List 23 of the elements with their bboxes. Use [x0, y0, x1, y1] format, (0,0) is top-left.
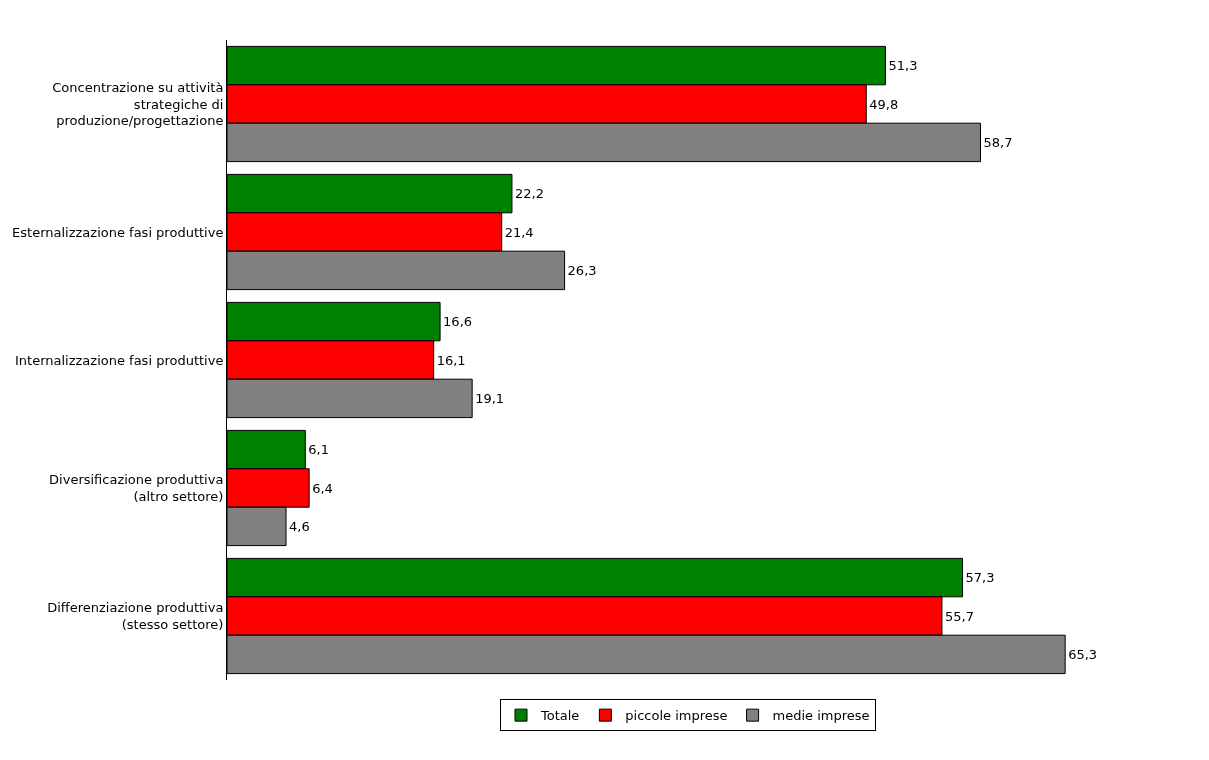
data-label: 49,8	[869, 96, 899, 112]
data-label: 26,3	[567, 262, 597, 278]
y-tick-label: Diversificazione produttiva (altro settore)	[49, 472, 224, 504]
data-label: 55,7	[944, 608, 974, 624]
legend-label: medie imprese	[772, 708, 870, 724]
legend-label: piccole imprese	[625, 708, 728, 724]
data-label: 19,1	[475, 390, 505, 406]
legend-label: Totale	[540, 708, 580, 724]
data-label: 4,6	[289, 518, 310, 534]
y-tick-label: Differenziazione produttiva (stesso settore)	[47, 600, 224, 632]
data-label: 57,3	[965, 570, 995, 586]
y-tick-label: Esternalizzazione fasi produttive	[12, 224, 224, 240]
data-label: 21,4	[504, 224, 534, 240]
data-label: 6,1	[308, 442, 329, 458]
data-label: 6,4	[312, 480, 333, 496]
y-tick-label: Concentrazione su attività strategiche di produzione/progettazione	[52, 79, 224, 129]
data-label: 16,6	[443, 314, 473, 330]
y-tick-label: Internalizzazione fasi produttive	[14, 352, 224, 368]
data-label: 58,7	[983, 134, 1013, 150]
data-label: 51,3	[888, 58, 918, 74]
data-label: 22,2	[514, 186, 544, 202]
data-label: 16,1	[436, 352, 466, 368]
data-label: 65,3	[1068, 646, 1098, 662]
